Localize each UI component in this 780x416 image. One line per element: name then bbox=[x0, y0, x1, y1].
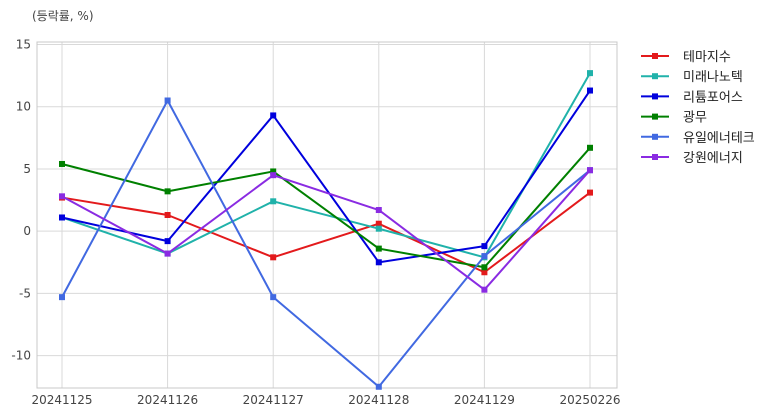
series-line bbox=[61, 147, 591, 269]
data-point bbox=[375, 383, 382, 390]
data-point bbox=[270, 172, 277, 179]
data-point bbox=[164, 188, 171, 195]
series-3 bbox=[59, 87, 593, 266]
data-point bbox=[481, 253, 488, 260]
data-point bbox=[270, 168, 277, 175]
series-line bbox=[61, 72, 591, 259]
data-point bbox=[481, 286, 488, 293]
x-tick-label: 20241125 bbox=[31, 393, 92, 407]
data-point bbox=[270, 198, 277, 205]
data-point bbox=[164, 250, 171, 257]
series-line bbox=[61, 169, 591, 291]
data-point bbox=[587, 144, 593, 151]
data-point bbox=[270, 254, 277, 261]
x-tick-label: 20241128 bbox=[348, 393, 409, 407]
data-point bbox=[164, 97, 171, 104]
legend-label: 리튬포어스 bbox=[683, 90, 743, 105]
y-tick-label: -5 bbox=[19, 286, 31, 300]
data-point bbox=[270, 112, 277, 119]
legend-swatch-marker bbox=[652, 73, 658, 80]
data-point bbox=[59, 193, 65, 200]
y-tick-label: 5 bbox=[23, 162, 31, 176]
legend-item[interactable]: 테마지수 bbox=[641, 50, 731, 65]
series-line bbox=[61, 89, 591, 264]
series-line bbox=[61, 99, 591, 388]
legend-swatch-marker bbox=[652, 53, 658, 59]
legend-item[interactable]: 리튬포어스 bbox=[641, 90, 743, 105]
x-tick-label: 20241129 bbox=[454, 393, 515, 407]
legend-label: 미래나노텍 bbox=[683, 70, 743, 85]
x-axis-ticks: 20241125 20241126 20241127 20241128 20241129… bbox=[31, 393, 620, 407]
data-point bbox=[587, 167, 593, 174]
legend-swatch-marker bbox=[652, 133, 658, 140]
legend-label: 광무 bbox=[683, 111, 707, 126]
legend-item[interactable]: 미래나노텍 bbox=[641, 70, 743, 85]
data-point bbox=[587, 189, 593, 196]
data-point bbox=[375, 207, 382, 214]
legend-swatch-marker bbox=[652, 113, 658, 120]
legend-label: 테마지수 bbox=[683, 50, 731, 65]
data-point bbox=[164, 238, 171, 245]
data-point bbox=[481, 264, 488, 271]
data-point bbox=[481, 243, 488, 250]
data-point bbox=[587, 70, 593, 77]
legend-swatch-marker bbox=[652, 93, 658, 100]
y-tick-label: 15 bbox=[16, 37, 31, 51]
y-axis-ticks: 15 10 5 0 -5 -10 bbox=[11, 37, 31, 362]
legend-swatch-marker bbox=[652, 154, 658, 160]
data-point bbox=[375, 225, 382, 232]
data-point bbox=[375, 245, 382, 252]
data-point bbox=[587, 87, 593, 94]
grid-lines bbox=[37, 42, 617, 388]
data-point bbox=[59, 160, 65, 167]
data-point bbox=[375, 220, 382, 227]
unit-label: (등락률, %) bbox=[32, 9, 94, 23]
series-line bbox=[61, 191, 591, 274]
legend-item[interactable]: 광무 bbox=[641, 111, 707, 126]
data-point bbox=[375, 259, 382, 266]
data-point bbox=[164, 212, 171, 218]
x-tick-label: 20241126 bbox=[137, 393, 198, 407]
y-tick-label: -10 bbox=[11, 349, 31, 363]
y-tick-label: 10 bbox=[16, 100, 31, 114]
legend-item[interactable]: 강원에너지 bbox=[641, 151, 743, 166]
series-4 bbox=[59, 144, 593, 271]
legend-label: 유일에너테크 bbox=[683, 131, 755, 146]
series-group bbox=[59, 70, 593, 390]
legend-label: 강원에너지 bbox=[683, 151, 743, 166]
x-tick-label: 20241127 bbox=[243, 393, 304, 407]
plot-frame bbox=[36, 41, 618, 389]
data-point bbox=[481, 269, 488, 276]
data-point bbox=[59, 294, 65, 301]
data-point bbox=[270, 294, 277, 301]
data-point bbox=[59, 214, 65, 221]
legend-item[interactable]: 유일에너테크 bbox=[641, 131, 755, 146]
x-tick-label: 20250226 bbox=[559, 393, 620, 407]
y-tick-label: 0 bbox=[23, 224, 31, 238]
series-6 bbox=[59, 167, 593, 293]
